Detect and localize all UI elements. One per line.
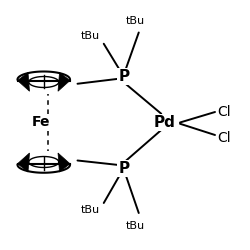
Text: Cl: Cl	[218, 130, 231, 144]
Polygon shape	[58, 72, 70, 91]
Polygon shape	[18, 153, 29, 172]
Text: P: P	[118, 69, 129, 84]
Text: tBu: tBu	[126, 221, 144, 231]
Text: Fe: Fe	[32, 116, 50, 130]
Polygon shape	[18, 72, 29, 91]
Text: P: P	[118, 161, 129, 176]
Text: Cl: Cl	[218, 106, 231, 120]
Text: Pd: Pd	[154, 115, 176, 130]
Text: tBu: tBu	[126, 16, 144, 26]
Text: tBu: tBu	[80, 205, 100, 215]
Polygon shape	[58, 153, 70, 172]
Text: tBu: tBu	[80, 31, 100, 41]
